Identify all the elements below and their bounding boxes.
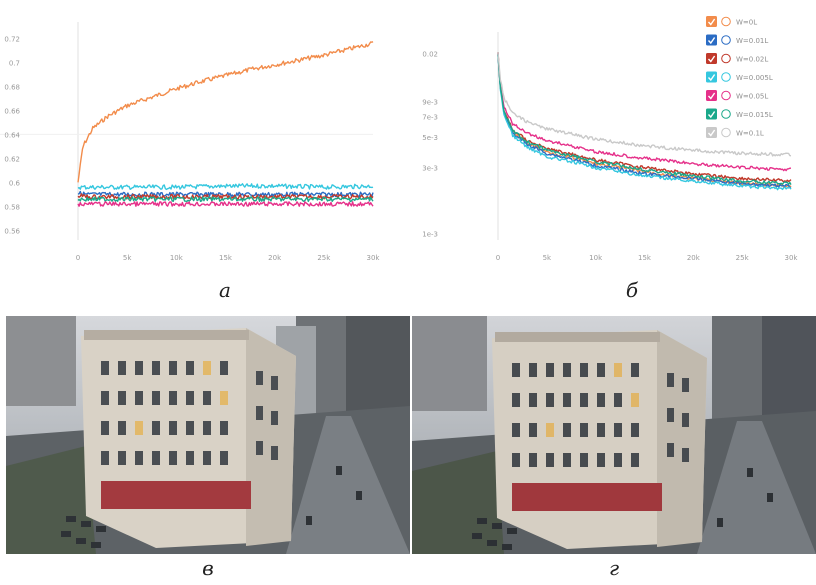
legend-checkbox-icon[interactable] bbox=[706, 90, 717, 101]
y-tick-label: 0.62 bbox=[4, 155, 20, 163]
y-tick-label: 0.6 bbox=[9, 179, 21, 187]
y-tick-label: 0.7 bbox=[9, 59, 20, 67]
x-tick-label: 20k bbox=[268, 254, 282, 262]
legend-item[interactable]: W=0.1L bbox=[706, 127, 764, 138]
series-line-0 bbox=[77, 40, 374, 183]
legend-radio-icon[interactable] bbox=[721, 16, 731, 27]
series-line-5 bbox=[77, 201, 374, 207]
check-icon bbox=[707, 92, 716, 100]
x-tick-label: 10k bbox=[170, 254, 184, 262]
y-tick-label: 3e-3 bbox=[422, 165, 438, 173]
legend-checkbox-icon[interactable] bbox=[706, 127, 717, 138]
series-line-4 bbox=[497, 52, 791, 172]
legend-item[interactable]: W=0.005L bbox=[706, 71, 773, 83]
x-tick-label: 0 bbox=[496, 254, 500, 262]
series-line-5 bbox=[497, 53, 792, 185]
legend-item[interactable]: W=0.015L bbox=[706, 108, 773, 120]
x-tick-label: 25k bbox=[317, 254, 331, 262]
x-tick-label: 20k bbox=[687, 254, 701, 262]
series-line-6 bbox=[497, 51, 792, 157]
caption-b: б bbox=[625, 278, 639, 302]
check-icon bbox=[707, 129, 716, 137]
chart-b-panel: 0.02 9e-3 7e-3 5e-3 3e-3 1e-3 0 5k 10k 15k 20k 25k 3… bbox=[408, 0, 816, 280]
x-tick-label: 25k bbox=[736, 254, 750, 262]
legend-label: W=0.005L bbox=[736, 74, 773, 82]
check-icon bbox=[707, 37, 716, 45]
legend-label: W=0.05L bbox=[736, 93, 768, 101]
y-tick-label: 0.68 bbox=[4, 83, 20, 91]
legend-radio-icon[interactable] bbox=[721, 35, 731, 45]
legend-item[interactable]: W=0L bbox=[706, 16, 757, 27]
legend-label: W=0.1L bbox=[736, 130, 764, 138]
caption-c: в bbox=[202, 556, 214, 580]
legend-radio-icon[interactable] bbox=[721, 53, 731, 64]
legend-checkbox-icon[interactable] bbox=[706, 71, 717, 83]
y-tick-label: 0.66 bbox=[4, 107, 20, 115]
series-line-4 bbox=[77, 196, 374, 203]
chart-b-svg: 0.02 9e-3 7e-3 5e-3 3e-3 1e-3 0 5k 10k 15k 20k 25k 3… bbox=[422, 16, 799, 262]
legend-item[interactable]: W=0.01L bbox=[706, 34, 768, 46]
check-icon bbox=[707, 74, 716, 82]
legend-label: W=0.01L bbox=[736, 37, 768, 45]
series-line-1 bbox=[77, 183, 374, 191]
y-tick-label: 9e-3 bbox=[422, 98, 438, 106]
legend-label: W=0.02L bbox=[736, 56, 768, 64]
caption-d: г bbox=[608, 556, 620, 580]
y-tick-label: 0.72 bbox=[4, 35, 20, 43]
legend-radio-icon[interactable] bbox=[721, 127, 731, 138]
legend-radio-icon[interactable] bbox=[721, 109, 731, 119]
x-tick-label: 5k bbox=[543, 254, 552, 262]
check-icon bbox=[707, 111, 716, 119]
chart-a-panel: 0.72 0.7 0.68 0.66 0.64 0.62 0.6 0.58 0.56 0 5k 10k… bbox=[0, 0, 400, 280]
x-tick-label: 15k bbox=[638, 254, 652, 262]
chart-a-svg: 0.72 0.7 0.68 0.66 0.64 0.62 0.6 0.58 0.56 0 5k 10k… bbox=[0, 22, 381, 262]
legend-checkbox-icon[interactable] bbox=[706, 108, 717, 120]
city-photo-right bbox=[412, 316, 816, 554]
y-tick-label: 0.58 bbox=[4, 203, 20, 211]
series-line-0 bbox=[497, 54, 792, 189]
city-photo-left-image bbox=[6, 316, 410, 554]
legend-radio-icon[interactable] bbox=[721, 72, 731, 82]
city-photo-right-image bbox=[412, 316, 816, 554]
legend-checkbox-icon[interactable] bbox=[706, 16, 717, 27]
legend-label: W=0.015L bbox=[736, 111, 773, 119]
check-icon bbox=[707, 18, 716, 26]
y-tick-label: 0.64 bbox=[4, 131, 20, 139]
legend-item[interactable]: W=0.05L bbox=[706, 90, 768, 101]
x-tick-label: 0 bbox=[76, 254, 80, 262]
legend-label: W=0L bbox=[736, 19, 757, 27]
series-line-3 bbox=[497, 54, 792, 191]
x-tick-label: 5k bbox=[123, 254, 132, 262]
y-tick-label: 0.56 bbox=[4, 227, 20, 235]
check-icon bbox=[707, 55, 716, 63]
y-tick-label: 5e-3 bbox=[422, 134, 438, 142]
x-tick-label: 10k bbox=[589, 254, 603, 262]
caption-a: а bbox=[219, 278, 231, 302]
y-tick-label: 1e-3 bbox=[422, 231, 438, 239]
y-tick-label: 0.02 bbox=[422, 50, 438, 58]
legend-item[interactable]: W=0.02L bbox=[706, 53, 768, 64]
x-tick-label: 30k bbox=[785, 254, 799, 262]
y-tick-label: 7e-3 bbox=[422, 114, 438, 122]
x-tick-label: 30k bbox=[367, 254, 381, 262]
x-tick-label: 15k bbox=[219, 254, 233, 262]
legend-checkbox-icon[interactable] bbox=[706, 53, 717, 64]
city-photo-left bbox=[6, 316, 410, 554]
legend-radio-icon[interactable] bbox=[721, 90, 731, 101]
legend-checkbox-icon[interactable] bbox=[706, 34, 717, 46]
